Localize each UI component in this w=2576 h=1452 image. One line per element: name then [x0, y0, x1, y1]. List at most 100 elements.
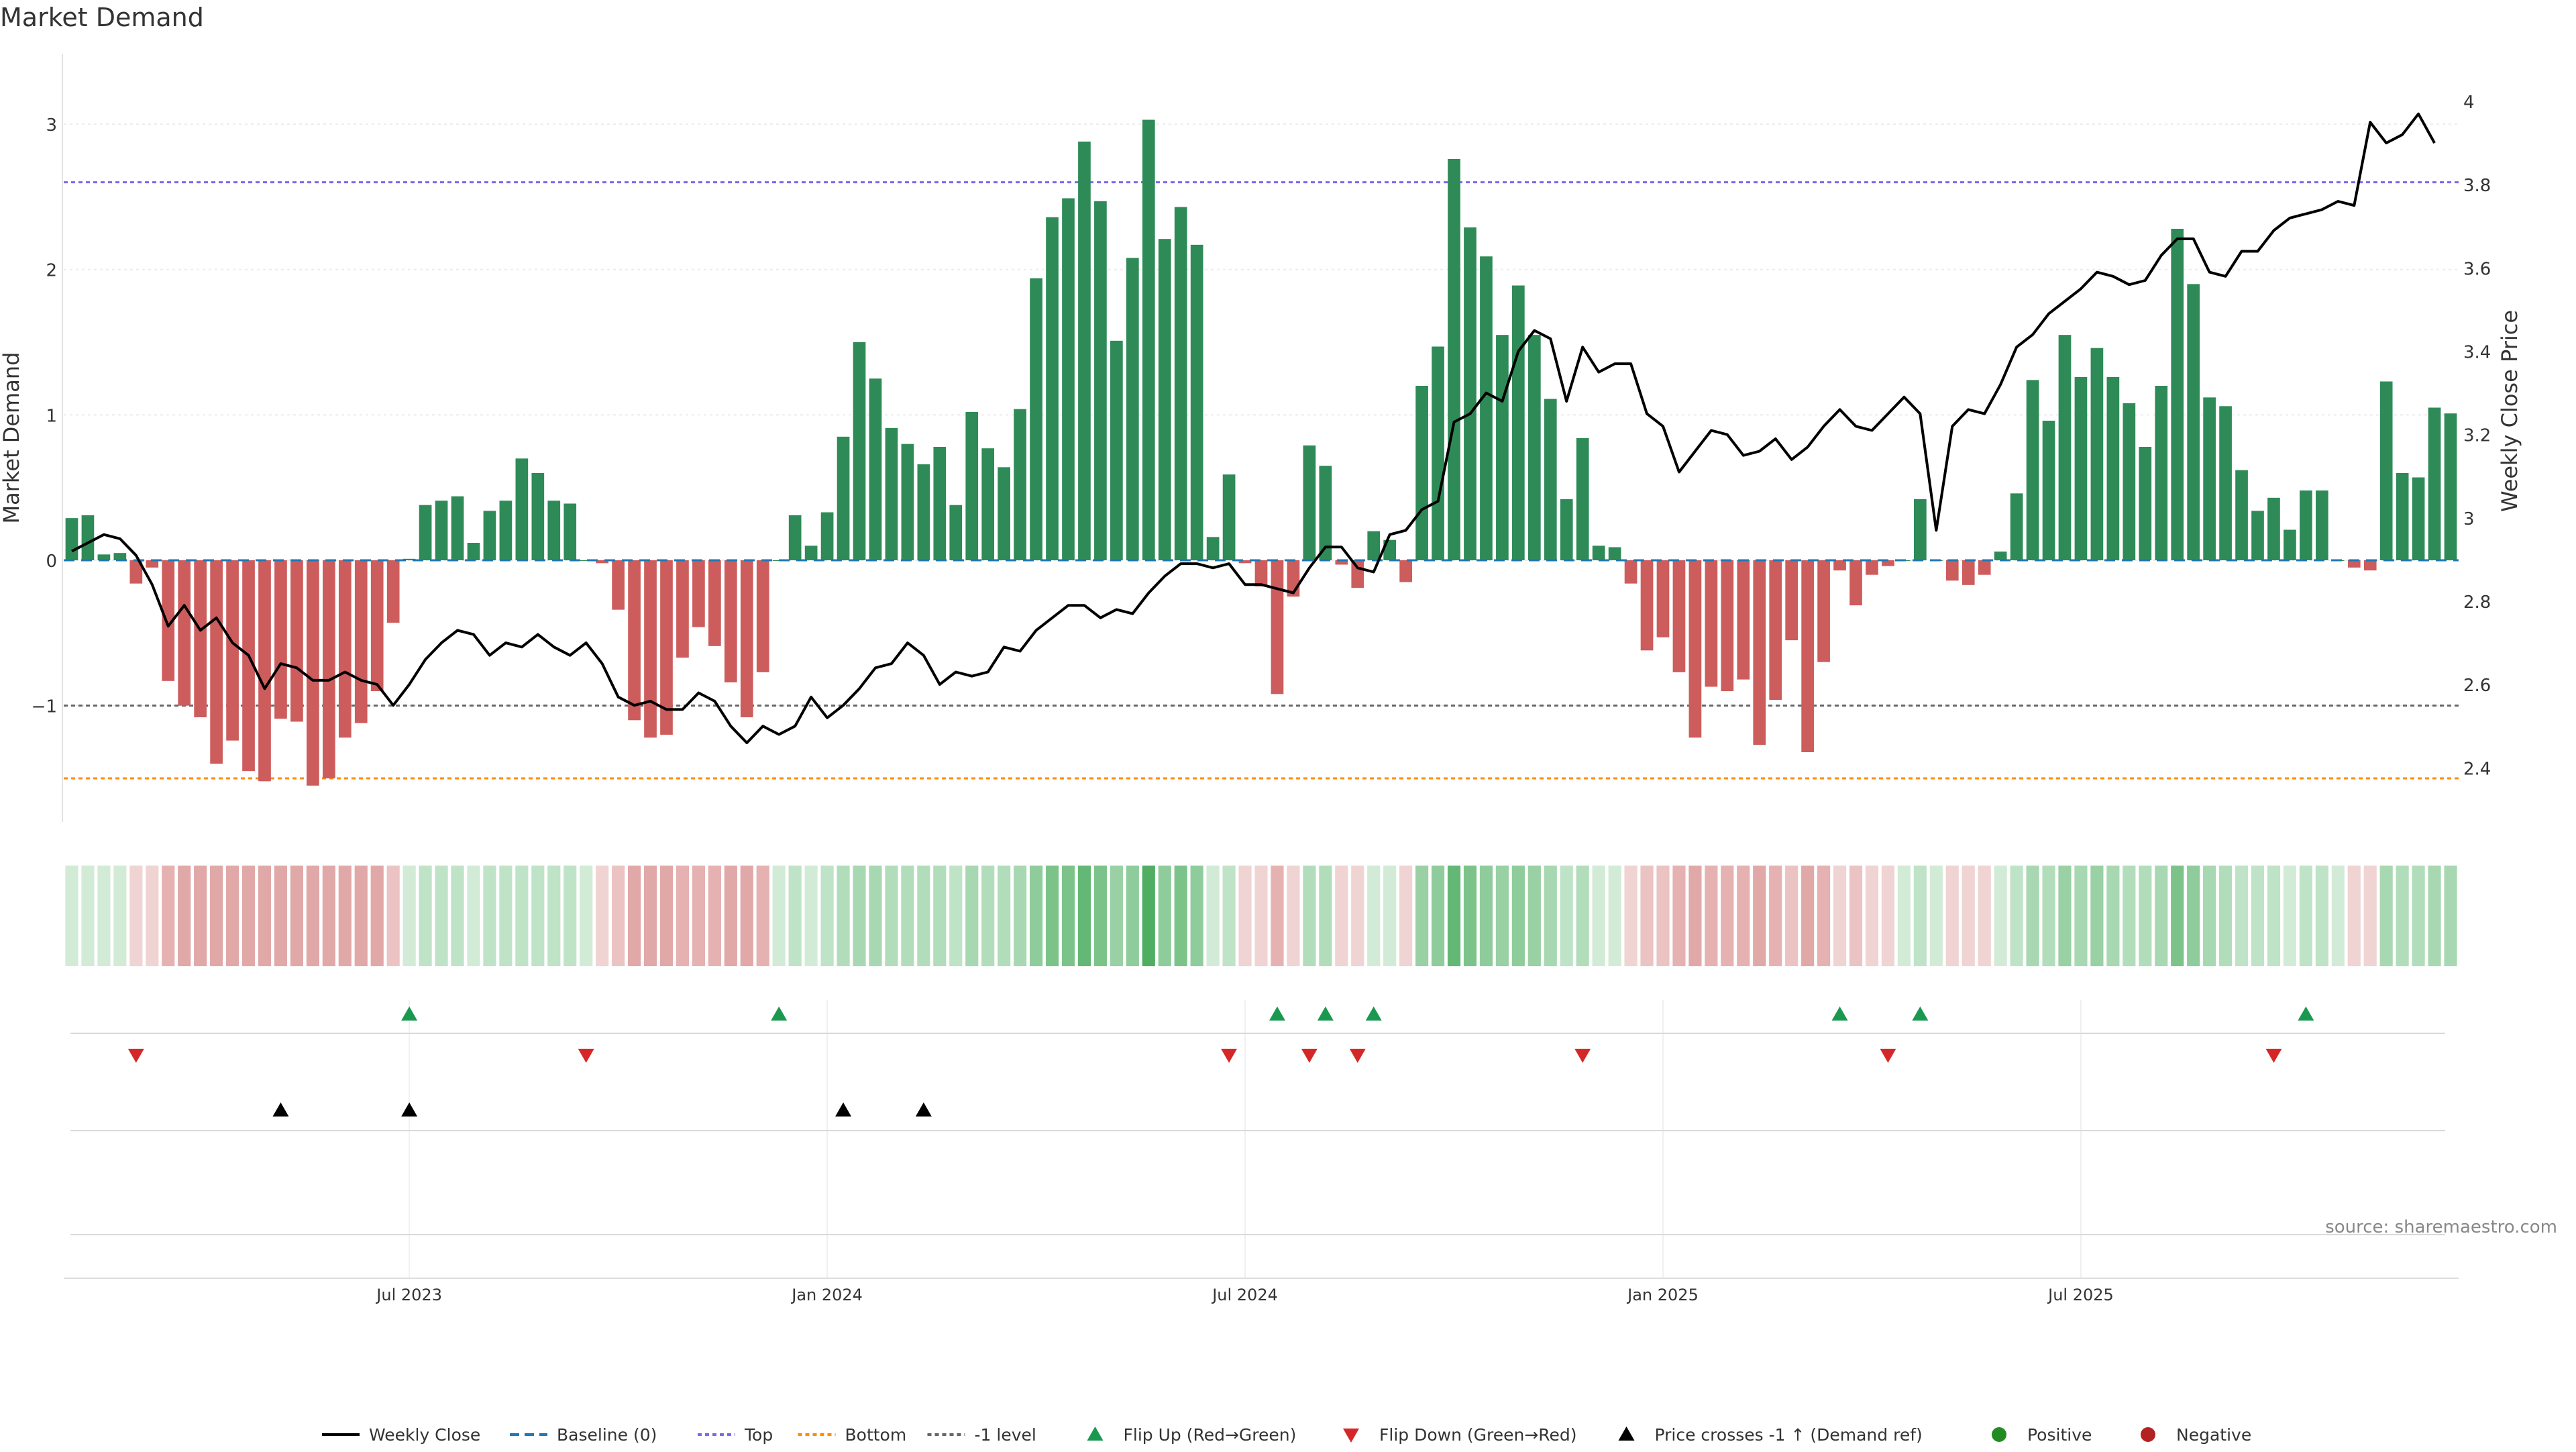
demand-bar: [1206, 537, 1220, 560]
demand-bar: [740, 560, 753, 717]
demand-bar: [998, 467, 1010, 560]
heat-cell: [1817, 866, 1831, 966]
heat-cell: [1077, 866, 1091, 966]
demand-bar: [1464, 227, 1477, 560]
heat-cell: [1640, 866, 1654, 966]
heat-cell: [2444, 866, 2457, 966]
heat-cell: [2058, 866, 2072, 966]
demand-bar: [949, 505, 963, 560]
legend-swatch: [1087, 1427, 1104, 1441]
demand-bar: [869, 378, 882, 560]
demand-bar: [1849, 560, 1862, 606]
demand-bar: [1785, 560, 1799, 641]
y2-tick-label: 3: [2463, 509, 2475, 529]
demand-bar: [2155, 386, 2168, 560]
demand-bar: [660, 560, 673, 735]
demand-bar: [820, 512, 834, 560]
heat-cell: [627, 866, 641, 966]
demand-bar: [1351, 560, 1364, 588]
heat-cell: [1560, 866, 1573, 966]
y-tick-label: 0: [46, 552, 57, 572]
heat-cell: [1608, 866, 1621, 966]
demand-bar: [2284, 529, 2296, 560]
heat-cell: [2299, 866, 2312, 966]
demand-bar: [531, 473, 545, 560]
heat-cell: [547, 866, 561, 966]
demand-bar: [113, 553, 127, 560]
heat-cell: [2139, 866, 2152, 966]
demand-bar: [1914, 499, 1927, 560]
demand-bar: [2026, 380, 2039, 560]
demand-bar: [1014, 409, 1026, 560]
heat-cell: [1110, 866, 1123, 966]
demand-bar: [162, 560, 175, 681]
heat-cell: [2235, 866, 2249, 966]
demand-bar: [2123, 403, 2136, 560]
heat-cell: [917, 866, 930, 966]
demand-bar: [692, 560, 705, 627]
heat-cell: [2155, 866, 2168, 966]
demand-bar: [1190, 244, 1203, 560]
heat-cell: [788, 866, 802, 966]
heat-cell: [724, 866, 737, 966]
heat-cell: [2090, 866, 2104, 966]
demand-bars: [64, 119, 2459, 786]
flip-down-marker: [1349, 1049, 1366, 1063]
demand-bar: [290, 560, 303, 722]
heat-cell: [643, 866, 657, 966]
demand-bar: [1672, 560, 1686, 672]
level-lines: [64, 181, 2459, 780]
heat-cell: [1929, 866, 1943, 966]
heat-cell: [564, 866, 577, 966]
y2-tick-label: 3.4: [2463, 343, 2491, 363]
heat-cell: [210, 866, 223, 966]
heat-cell: [740, 866, 753, 966]
price-line-layer: [71, 112, 2436, 745]
heat-cell: [1447, 866, 1461, 966]
demand-bar: [1527, 335, 1541, 560]
heat-cell: [2203, 866, 2216, 966]
heat-cell: [837, 866, 850, 966]
heat-cell: [2042, 866, 2055, 966]
heat-cell: [2379, 866, 2393, 966]
heat-cell: [998, 866, 1011, 966]
demand-bar: [1833, 560, 1846, 571]
flip-down-marker: [127, 1049, 144, 1063]
heat-cell: [419, 866, 432, 966]
heat-cell: [772, 866, 786, 966]
y-tick-label: 2: [46, 261, 57, 281]
demand-bar: [2300, 490, 2312, 560]
heat-cell: [869, 866, 882, 966]
demand-bar: [2412, 477, 2425, 560]
demand-bar: [2139, 447, 2152, 560]
demand-bar: [2347, 560, 2361, 568]
demand-bar: [242, 560, 255, 772]
demand-bar: [1737, 560, 1750, 680]
heat-cell: [1576, 866, 1589, 966]
demand-bar: [2267, 497, 2280, 560]
heat-cell: [1206, 866, 1220, 966]
demand-bar: [1769, 560, 1782, 700]
demand-bar: [2090, 348, 2104, 560]
demand-bar: [1271, 560, 1284, 694]
signal-panels: [64, 1000, 2459, 1279]
heat-cell: [241, 866, 256, 966]
flip-up-marker: [1365, 1006, 1382, 1021]
heat-cell: [1511, 866, 1525, 966]
demand-bar: [402, 558, 416, 560]
demand-bar: [2315, 490, 2328, 560]
demand-bar: [194, 560, 207, 717]
demand-bar: [724, 560, 737, 682]
heat-cell: [2219, 866, 2233, 966]
heat-cell: [1029, 866, 1043, 966]
price-cross-marker: [835, 1102, 852, 1117]
demand-bar: [1046, 217, 1059, 560]
heat-cell: [676, 866, 690, 966]
demand-bar: [515, 458, 529, 560]
heat-cell: [1254, 866, 1268, 966]
demand-bar: [1512, 285, 1525, 560]
heat-cell: [1158, 866, 1171, 966]
heat-cell: [338, 866, 352, 966]
demand-bar: [644, 560, 657, 738]
